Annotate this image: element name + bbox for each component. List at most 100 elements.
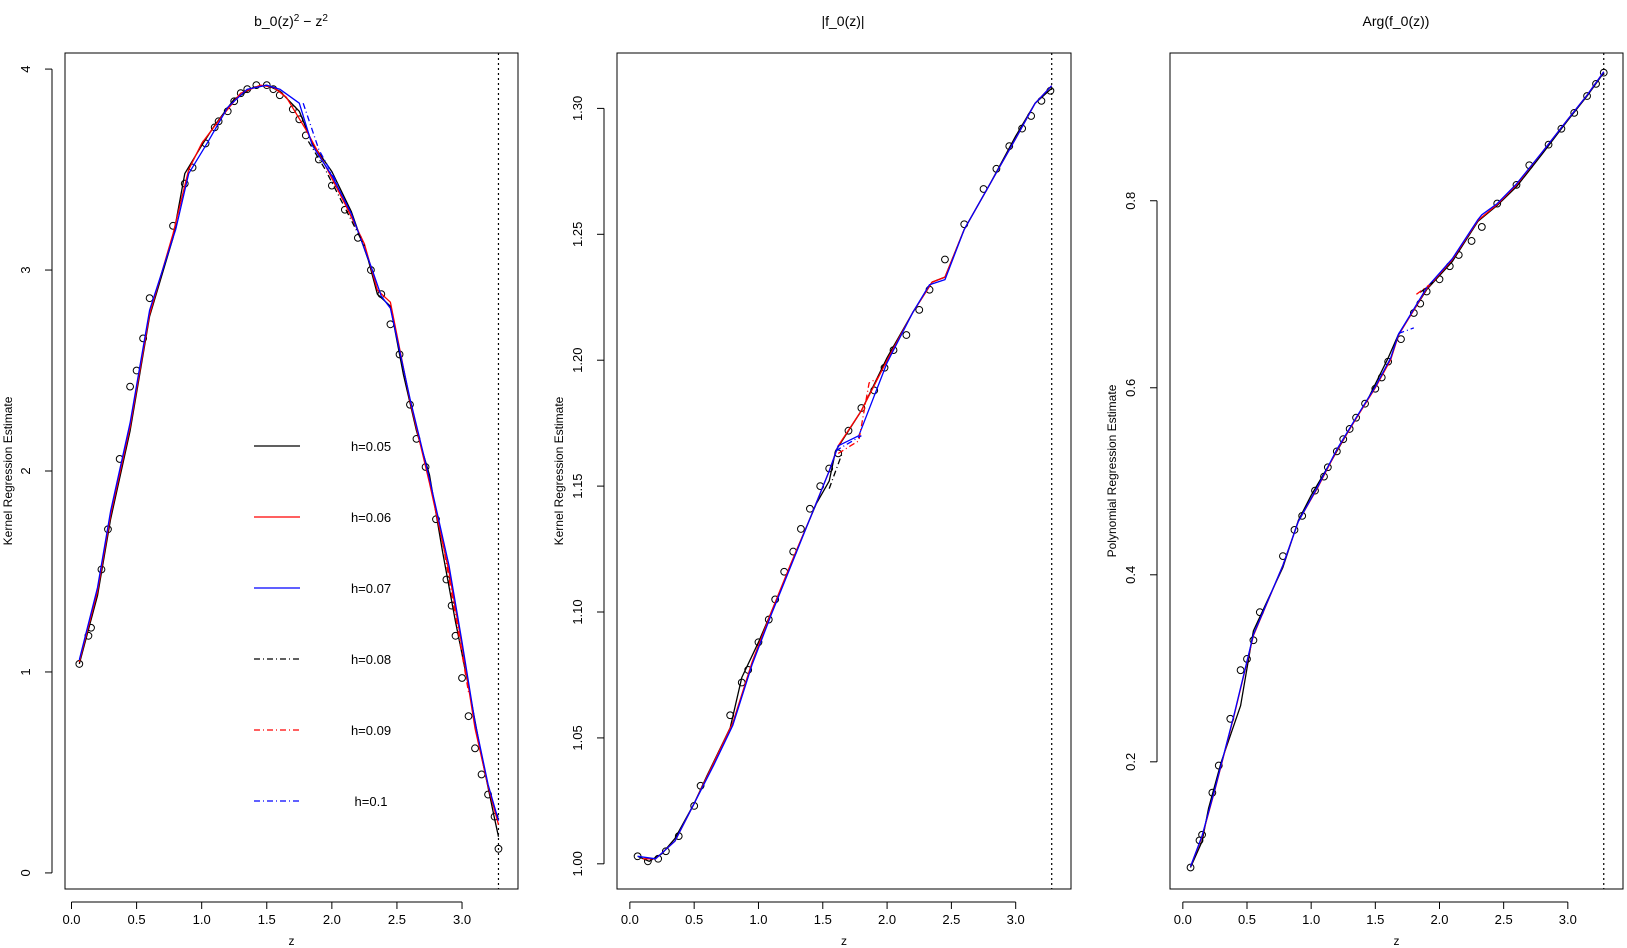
panel-title: Arg(f_0(z)) [1363,13,1430,29]
data-point [1236,666,1245,675]
data-point [1570,108,1579,117]
x-tick-label: 0.0 [621,912,639,927]
series-line-h007 [1189,71,1605,867]
title-part: |f_0(z)| [821,13,864,29]
x-tick-label: 1.0 [1302,912,1320,927]
series-line-h008 [1419,281,1434,293]
series-line-h009 [837,377,879,454]
chart-panel-3: Arg(f_0(z)) 0.0 0.5 1.0 1.5 2.0 2.5 3.0 z 0.2 0.4 0… [1105,13,1624,948]
data-point [1493,199,1502,208]
x-tick-label: 2.0 [878,912,896,927]
x-axis-label: z [1394,934,1400,948]
data-point [126,382,134,391]
data-point [464,712,473,721]
data-point [1557,124,1566,133]
series-line-h007 [637,85,1053,860]
series-line-h006 [1189,71,1605,867]
series-line-h01 [302,102,339,186]
legend: h=0.05 h=0.06 h=0.07 h=0.08 h=0.09 h=0.1 [254,439,391,809]
data-point [1345,425,1354,433]
data-point [288,105,297,114]
x-tick-label: 1.0 [749,912,767,927]
data-point [1311,486,1319,495]
x-tick-label: 0.0 [62,912,80,927]
y-tick-label: 0.6 [1123,379,1138,397]
y-tick-label: 0.2 [1123,753,1138,771]
panel-title: |f_0(z)| [821,13,864,29]
data-point [902,331,911,339]
plot-frame [1169,52,1624,890]
data-point [1512,180,1521,189]
y-tick-label: 0 [18,869,33,876]
plot-frame [64,52,519,890]
y-tick-label: 0.8 [1123,192,1138,210]
y-tick-label: 1.30 [570,96,585,121]
data-point [1352,413,1360,422]
data-point [477,770,486,779]
data-point [1186,863,1195,872]
x-tick-label: 2.0 [1430,912,1448,927]
x-tick-label: 2.5 [1495,912,1513,927]
panel-title: b_0(z)2 − z2 [254,13,328,30]
data-point [661,847,670,856]
x-tick-label: 3.0 [1559,912,1577,927]
data-point [1323,463,1332,472]
data-point [1477,223,1486,231]
x-tick-label: 3.0 [453,912,471,927]
data-point [145,294,154,303]
series-line-h005 [637,87,1053,862]
data-point [494,844,503,853]
data-point [1583,92,1591,100]
data-point [915,305,924,314]
y-axis-label: Kernel Regression Estimate [552,396,566,545]
data-point [797,525,805,533]
title-part: 2 [322,13,328,24]
series-line-h008 [828,453,843,489]
x-tick-label: 1.0 [193,912,211,927]
x-tick-label: 2.5 [388,912,406,927]
x-tick-label: 2.0 [323,912,341,927]
title-part: 2 [294,13,300,24]
y-tick-label: 1.20 [570,348,585,373]
data-point [139,334,148,343]
data-point [1467,237,1476,245]
data-point [1544,140,1553,149]
legend-label: h=0.05 [351,439,391,454]
data-point [1599,68,1608,77]
y-tick-label: 1.00 [570,851,585,876]
chart-panel-2: |f_0(z)| 0.0 0.5 1.0 1.5 2.0 2.5 3.0 z 1.00 1.05 1.… [552,13,1072,948]
series-line-h008 [307,141,365,247]
data-point [1332,447,1341,456]
x-tick-label: 2.5 [942,912,960,927]
data-point [941,255,949,264]
legend-label: h=0.07 [351,581,391,596]
y-tick-label: 2 [18,467,33,474]
y-tick-label: 1.15 [570,473,585,498]
x-tick-label: 1.5 [1366,912,1384,927]
y-tick-label: 1.05 [570,725,585,750]
x-tick-label: 0.5 [1238,912,1256,927]
data-point [471,744,479,753]
x-tick-label: 0.5 [128,912,146,927]
legend-label: h=0.1 [355,794,388,809]
y-axis-label: Polynomial Regression Estimate [1105,384,1119,557]
y-tick-label: 3 [18,266,33,273]
data-point [1361,399,1369,408]
y-tick-label: 0.4 [1123,566,1138,584]
series-line-h01 [835,435,862,452]
y-tick-label: 4 [18,65,33,72]
x-axis-label: z [841,934,847,948]
legend-label: h=0.08 [351,652,391,667]
x-tick-label: 0.0 [1174,912,1192,927]
x-tick-label: 3.0 [1007,912,1025,927]
data-point [230,97,239,106]
data-point [1592,79,1600,88]
x-tick-label: 0.5 [685,912,703,927]
title-part: Arg(f_0(z)) [1363,13,1430,29]
y-tick-label: 1 [18,668,33,675]
series-line-h007 [78,84,500,821]
plot-frame [616,52,1072,890]
data-point [764,615,773,624]
x-axis-label: z [289,934,295,948]
